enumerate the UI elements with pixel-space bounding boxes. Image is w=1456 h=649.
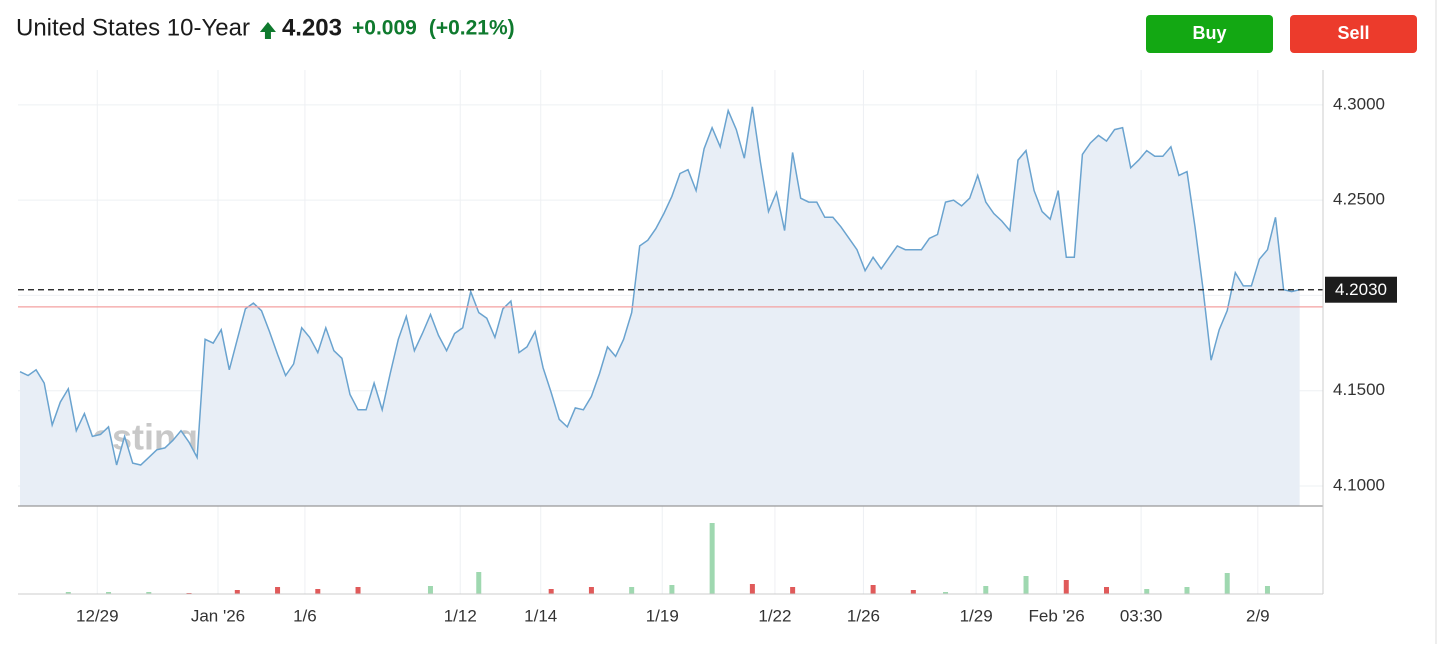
sell-button-bg — [1290, 15, 1417, 53]
x-tick-label: 1/22 — [758, 606, 791, 625]
volume-bar — [983, 586, 989, 594]
price: 4.203 — [282, 14, 342, 41]
volume-bar — [106, 592, 112, 594]
volume-bar — [790, 587, 796, 594]
x-tick-label: 1/12 — [444, 606, 477, 625]
volume-bar — [1104, 587, 1110, 594]
volume-bar — [146, 592, 152, 594]
volume-bar — [709, 523, 715, 594]
volume-bar — [910, 590, 916, 594]
volume-bar — [427, 586, 433, 594]
volume-bar — [943, 592, 949, 594]
volume-bar — [65, 592, 71, 594]
x-tick-label: 1/29 — [960, 606, 993, 625]
x-tick-label: Feb '26 — [1029, 606, 1085, 625]
volume-bar — [1224, 573, 1230, 594]
x-tick-label: Jan '26 — [191, 606, 245, 625]
volume-bar — [476, 572, 482, 594]
price-change-percent: (+0.21%) — [429, 17, 515, 40]
up-arrow — [259, 22, 276, 39]
volume-bar — [870, 585, 876, 594]
last-price-label: 4.2030 — [1335, 280, 1387, 299]
buy-label: Buy — [1192, 23, 1226, 43]
volume-bar — [315, 589, 321, 594]
volume-bar — [275, 587, 281, 594]
x-tick-label: 03:30 — [1120, 606, 1163, 625]
volume-bar — [749, 584, 755, 594]
y-tick-label: 4.1000 — [1333, 475, 1385, 494]
volume-bar — [234, 590, 240, 594]
price-change: +0.009 — [352, 17, 417, 40]
volume-bar — [588, 587, 594, 594]
volume-bar — [1144, 589, 1150, 594]
volume-bar — [669, 585, 675, 594]
price-line — [19, 106, 1300, 466]
volume-bar — [1063, 580, 1069, 594]
volume-bar — [548, 589, 554, 594]
y-tick-label: 4.2500 — [1333, 190, 1385, 209]
volume-bar — [1184, 587, 1190, 594]
y-tick-label: 4.1500 — [1333, 380, 1385, 399]
last-price-tag — [1325, 276, 1397, 303]
instrument-title: United States 10-Year — [16, 14, 250, 41]
x-tick-label: 1/19 — [646, 606, 679, 625]
x-tick-label: 2/9 — [1246, 606, 1270, 625]
x-tick-label: 1/6 — [293, 606, 317, 625]
x-tick-label: 1/26 — [847, 606, 880, 625]
buy-button[interactable]: Buy — [1146, 15, 1273, 53]
volume-bar — [1264, 586, 1270, 594]
volume-bar — [1023, 576, 1029, 594]
volume-bar — [629, 587, 635, 594]
sell-button[interactable]: Sell — [1290, 15, 1417, 53]
x-tick-label: 1/14 — [524, 606, 557, 625]
sell-label: Sell — [1337, 23, 1369, 43]
buy-button-bg — [1146, 15, 1273, 53]
volume-bar — [355, 587, 361, 594]
y-tick-label: 4.3000 — [1333, 94, 1385, 113]
x-tick-label: 12/29 — [76, 606, 119, 625]
